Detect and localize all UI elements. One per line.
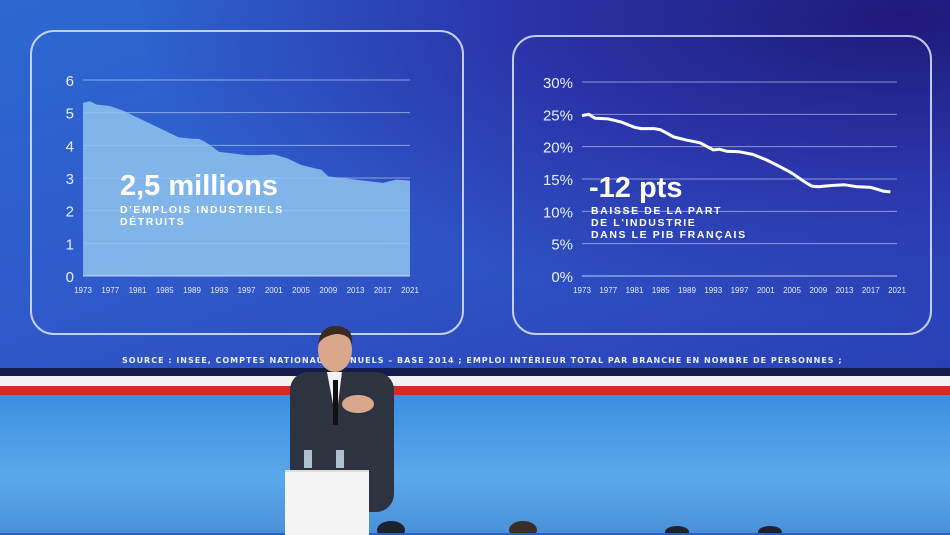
x-tick-label: 2013 bbox=[347, 286, 365, 295]
y-tick-label: 6 bbox=[66, 73, 74, 90]
x-tick-label: 2021 bbox=[888, 286, 906, 295]
y-tick-label: 5% bbox=[551, 237, 573, 254]
x-tick-label: 2001 bbox=[265, 286, 283, 295]
y-tick-label: 15% bbox=[543, 172, 573, 189]
x-tick-label: 2013 bbox=[836, 286, 854, 295]
x-tick-label: 2009 bbox=[319, 286, 337, 295]
x-tick-label: 1973 bbox=[74, 286, 92, 295]
y-tick-label: 10% bbox=[543, 204, 573, 221]
screen-border bbox=[0, 368, 950, 376]
caption-line: DÉTRUITS bbox=[120, 216, 186, 228]
podium bbox=[285, 470, 369, 535]
y-tick-label: 4 bbox=[66, 138, 74, 155]
caption-line: DANS LE PIB FRANÇAIS bbox=[591, 229, 747, 241]
gdp-caption: BAISSE DE LA PART DE L'INDUSTRIE DANS LE… bbox=[591, 205, 747, 241]
x-tick-label: 1981 bbox=[129, 286, 147, 295]
x-tick-label: 1997 bbox=[731, 286, 749, 295]
y-tick-label: 0 bbox=[66, 269, 74, 286]
x-tick-label: 1977 bbox=[599, 286, 617, 295]
x-tick-label: 1989 bbox=[183, 286, 201, 295]
x-tick-label: 2017 bbox=[862, 286, 880, 295]
x-tick-label: 1985 bbox=[652, 286, 670, 295]
y-tick-label: 0% bbox=[551, 269, 573, 286]
y-tick-label: 25% bbox=[543, 107, 573, 124]
flag-stripe-red bbox=[0, 386, 950, 395]
gdp-headline: -12 pts bbox=[589, 172, 683, 204]
x-tick-label: 2005 bbox=[292, 286, 310, 295]
charts-layer: 0 1 2 3 4 5 6 1973 1977 1981 1985 1989 1993 1997 2001 2… bbox=[66, 73, 907, 295]
employment-headline: 2,5 millions bbox=[120, 170, 278, 202]
caption-line: DE L'INDUSTRIE bbox=[591, 217, 697, 229]
employment-area bbox=[83, 101, 410, 276]
y-tick-label: 2 bbox=[66, 204, 74, 221]
y-tick-label: 1 bbox=[66, 236, 74, 253]
x-tick-label: 1993 bbox=[210, 286, 228, 295]
y-tick-label: 30% bbox=[543, 75, 573, 92]
x-tick-label: 2009 bbox=[809, 286, 827, 295]
y-tick-label: 5 bbox=[66, 106, 74, 123]
lower-screen bbox=[0, 395, 950, 533]
x-tick-label: 1977 bbox=[101, 286, 119, 295]
y-tick-label: 3 bbox=[66, 171, 74, 188]
flag-stripe-white bbox=[0, 376, 950, 386]
x-tick-label: 2005 bbox=[783, 286, 801, 295]
caption-line: BAISSE DE LA PART bbox=[591, 205, 723, 217]
x-tick-label: 2017 bbox=[374, 286, 392, 295]
y-tick-label: 20% bbox=[543, 140, 573, 157]
x-tick-label: 2021 bbox=[401, 286, 419, 295]
x-tick-label: 1981 bbox=[626, 286, 644, 295]
x-tick-label: 1989 bbox=[678, 286, 696, 295]
x-tick-label: 1985 bbox=[156, 286, 174, 295]
x-tick-label: 1973 bbox=[573, 286, 591, 295]
x-tick-label: 2001 bbox=[757, 286, 775, 295]
employment-chart-panel bbox=[30, 30, 464, 335]
employment-caption: D'EMPLOIS INDUSTRIELS DÉTRUITS bbox=[120, 204, 284, 228]
gdp-share-line bbox=[581, 112, 891, 194]
source-note: SOURCE : INSEE, COMPTES NATIONAUX ANNUEL… bbox=[122, 356, 843, 365]
gdp-share-chart-panel bbox=[512, 35, 932, 335]
caption-line: D'EMPLOIS INDUSTRIELS bbox=[120, 204, 284, 216]
x-tick-label: 1997 bbox=[238, 286, 256, 295]
x-tick-label: 1993 bbox=[704, 286, 722, 295]
